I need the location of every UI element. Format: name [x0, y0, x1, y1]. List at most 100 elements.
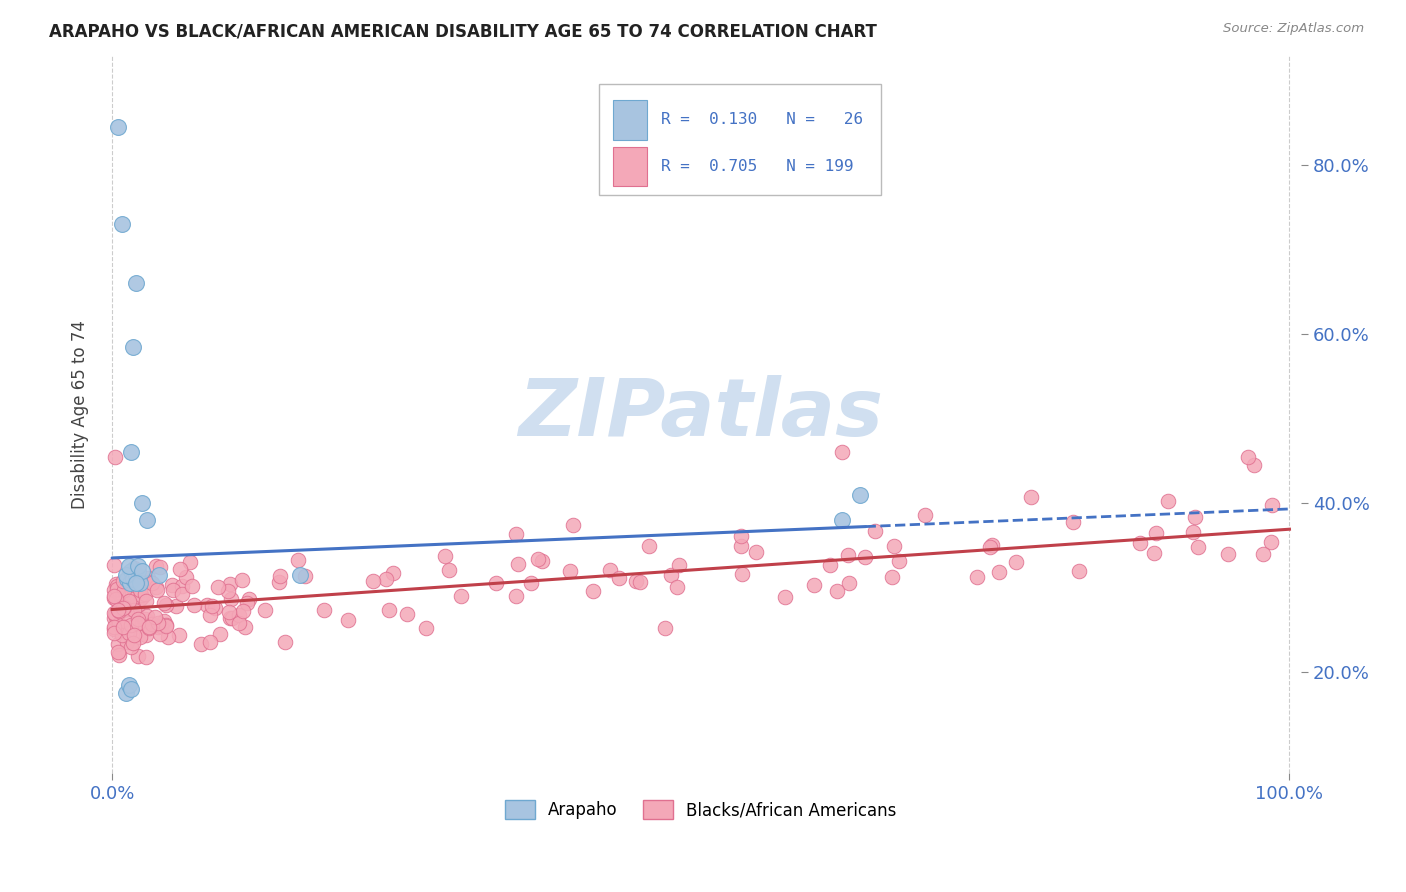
Point [103, 620, 125, 634]
Point [218, 610, 240, 624]
Point [118, 602, 141, 616]
Point [107, 604, 129, 618]
Point [361, 574, 384, 588]
Point [112, 599, 135, 614]
Point [312, 603, 335, 617]
Point [217, 584, 239, 599]
Point [773, 591, 796, 605]
Point [129, 576, 152, 591]
Point [135, 649, 157, 664]
Point [294, 569, 316, 583]
Point [145, 558, 167, 573]
Point [599, 563, 621, 577]
Point [118, 594, 141, 608]
Point [146, 582, 169, 597]
Point [287, 553, 309, 567]
Point [253, 603, 276, 617]
Point [1129, 536, 1152, 550]
Point [136, 513, 159, 527]
Point [145, 580, 167, 594]
Point [1184, 510, 1206, 524]
Point [124, 567, 146, 582]
Point [508, 557, 530, 571]
Point [118, 566, 141, 580]
Point [228, 615, 250, 630]
Point [103, 611, 125, 625]
Point [290, 567, 312, 582]
Point [1143, 546, 1166, 560]
Legend: Arapaho, Blacks/African Americans: Arapaho, Blacks/African Americans [498, 794, 903, 826]
Point [661, 568, 683, 582]
Point [731, 567, 754, 582]
Point [131, 591, 153, 605]
Point [127, 559, 149, 574]
Point [129, 591, 152, 606]
Point [117, 572, 139, 586]
Point [981, 538, 1004, 552]
Point [190, 637, 212, 651]
Point [107, 120, 129, 134]
Text: R =  0.130   N =   26: R = 0.130 N = 26 [661, 112, 863, 128]
Point [122, 596, 145, 610]
Point [607, 571, 630, 585]
FancyBboxPatch shape [613, 100, 647, 139]
Point [115, 607, 138, 621]
Point [120, 618, 142, 632]
Point [1253, 547, 1275, 561]
Point [267, 574, 290, 589]
Point [200, 608, 222, 623]
Point [112, 591, 135, 605]
Point [124, 277, 146, 291]
Point [114, 602, 136, 616]
Text: Source: ZipAtlas.com: Source: ZipAtlas.com [1223, 22, 1364, 36]
Point [336, 613, 359, 627]
Point [374, 572, 396, 586]
Point [979, 540, 1001, 554]
Text: R =  0.705   N = 199: R = 0.705 N = 199 [661, 159, 853, 174]
Point [825, 583, 848, 598]
Point [120, 681, 142, 696]
Text: ZIPatlas: ZIPatlas [519, 376, 883, 453]
Point [831, 513, 853, 527]
Point [135, 609, 157, 624]
FancyBboxPatch shape [599, 84, 882, 195]
Point [450, 590, 472, 604]
FancyBboxPatch shape [613, 146, 647, 186]
Point [124, 599, 146, 613]
Point [122, 636, 145, 650]
Text: ARAPAHO VS BLACK/AFRICAN AMERICAN DISABILITY AGE 65 TO 74 CORRELATION CHART: ARAPAHO VS BLACK/AFRICAN AMERICAN DISABI… [49, 22, 877, 40]
Point [112, 583, 135, 598]
Point [201, 599, 224, 614]
Point [104, 592, 127, 607]
Point [209, 627, 232, 641]
Point [848, 487, 870, 501]
Point [155, 618, 177, 632]
Point [803, 577, 825, 591]
Point [1181, 524, 1204, 539]
Point [745, 545, 768, 559]
Point [378, 603, 401, 617]
Point [122, 602, 145, 616]
Point [1187, 540, 1209, 554]
Point [179, 555, 201, 569]
Point [125, 599, 148, 614]
Point [110, 217, 132, 231]
Point [231, 573, 253, 587]
Point [238, 592, 260, 607]
Point [152, 614, 174, 628]
Point [853, 550, 876, 565]
Point [198, 635, 221, 649]
Point [820, 558, 842, 572]
Point [118, 577, 141, 591]
Point [218, 577, 240, 591]
Point [274, 635, 297, 649]
Point [111, 628, 134, 642]
Point [107, 582, 129, 596]
Point [103, 626, 125, 640]
Point [837, 548, 859, 562]
Point [485, 576, 508, 591]
Point [103, 591, 125, 606]
Point [103, 582, 125, 597]
Point [863, 524, 886, 538]
Point [107, 637, 129, 651]
